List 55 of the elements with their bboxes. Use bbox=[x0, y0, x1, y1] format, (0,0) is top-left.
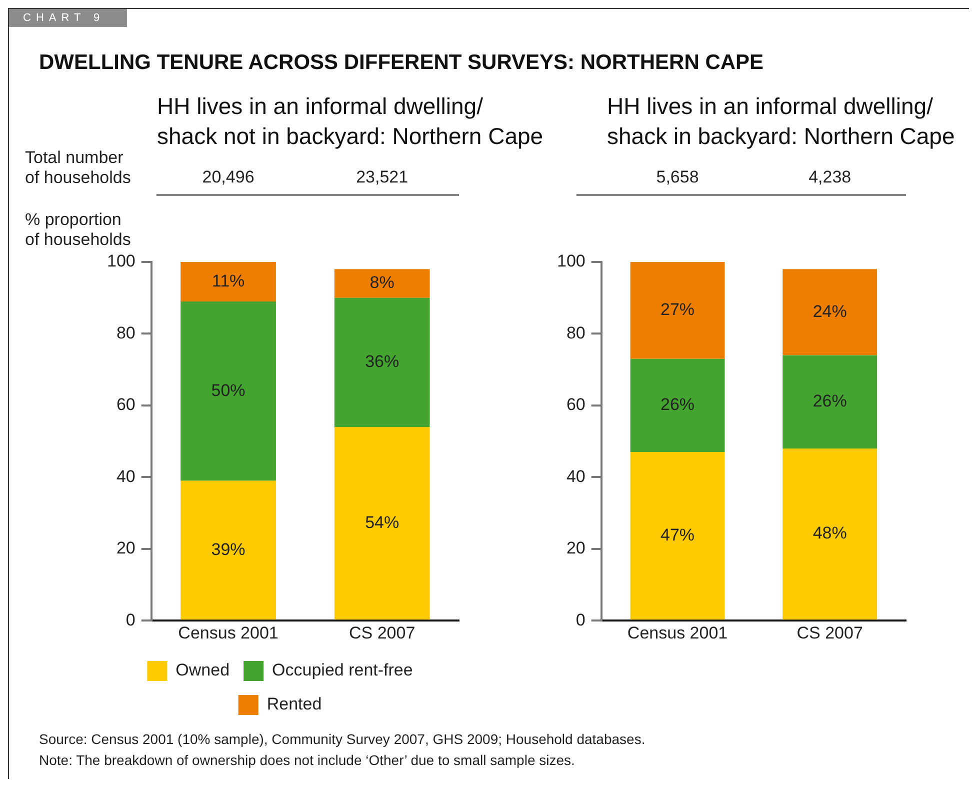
text: 20,496 bbox=[202, 168, 254, 187]
legend-label: Rented bbox=[266, 694, 322, 714]
y-tick-label: 0 bbox=[576, 610, 586, 630]
data-label: 36% bbox=[365, 352, 400, 372]
bar bbox=[334, 298, 430, 427]
y-tick-label: 60 bbox=[566, 395, 586, 414]
bar bbox=[782, 269, 878, 356]
caption: CHART 9 bbox=[9, 9, 127, 27]
data-label: 47% bbox=[660, 526, 695, 545]
x-tick-label: CS 2007 bbox=[796, 623, 863, 642]
x-tick-label: Census 2001 bbox=[627, 623, 728, 642]
y-tick-label: 40 bbox=[566, 466, 586, 486]
data-label: 8% bbox=[370, 273, 394, 292]
data-label: 11% bbox=[212, 271, 245, 290]
data-label: 48% bbox=[812, 524, 847, 543]
y-tick-label: 20 bbox=[566, 538, 586, 558]
bar bbox=[782, 448, 878, 620]
y-tick-label: 100 bbox=[106, 252, 136, 271]
x-tick-label: Census 2001 bbox=[178, 623, 278, 642]
text: Total number of households bbox=[25, 148, 131, 187]
bar bbox=[180, 301, 276, 481]
chart-title: DWELLING TENURE ACROSS DIFFERENT SURVEYS: NORTHERN CAPE bbox=[39, 51, 764, 75]
bar bbox=[180, 262, 276, 302]
y-tick-label: 40 bbox=[116, 466, 136, 486]
y-axis-title: % proportion of households bbox=[25, 210, 131, 249]
bar bbox=[630, 452, 725, 620]
y-tick-label: 20 bbox=[116, 538, 136, 558]
bar bbox=[630, 262, 725, 359]
y-tick-label: 0 bbox=[126, 610, 136, 630]
chart-subtitle: HH lives in an informal dwelling/ shack not in backyard: Northern Cape bbox=[157, 92, 544, 151]
legend-label: Owned bbox=[176, 660, 230, 680]
bar bbox=[630, 358, 725, 452]
bar bbox=[334, 269, 430, 298]
bar bbox=[180, 480, 276, 620]
text: 5,658 bbox=[656, 168, 699, 187]
text: Note: The breakdown of ownership does not include ‘Other’ due to small sample sizes. bbox=[39, 751, 576, 770]
y-tick-label: 60 bbox=[116, 395, 136, 414]
x-tick-label: CS 2007 bbox=[349, 623, 416, 642]
data-label: 24% bbox=[812, 302, 847, 321]
data-label: 26% bbox=[812, 392, 847, 411]
data-label: 50% bbox=[211, 380, 246, 400]
data-label: 27% bbox=[660, 300, 695, 320]
legend-label: Occupied rent-free bbox=[272, 660, 413, 680]
y-tick-label: 100 bbox=[556, 252, 586, 271]
chart-subtitle: HH lives in an informal dwelling/ shack in backyard: Northern Cape bbox=[607, 92, 955, 151]
data-label: 54% bbox=[365, 512, 400, 532]
data-label: 39% bbox=[211, 540, 246, 559]
bar bbox=[782, 355, 878, 448]
source-note: Source: Census 2001 (10% sample), Community Survey 2007, GHS 2009; Household databases. bbox=[39, 730, 646, 749]
text: 23,521 bbox=[356, 168, 408, 187]
text: 4,238 bbox=[808, 168, 852, 187]
y-tick-label: 80 bbox=[566, 323, 586, 342]
data-label: 26% bbox=[660, 395, 695, 414]
y-tick-label: 80 bbox=[116, 323, 136, 342]
bar bbox=[334, 426, 430, 620]
